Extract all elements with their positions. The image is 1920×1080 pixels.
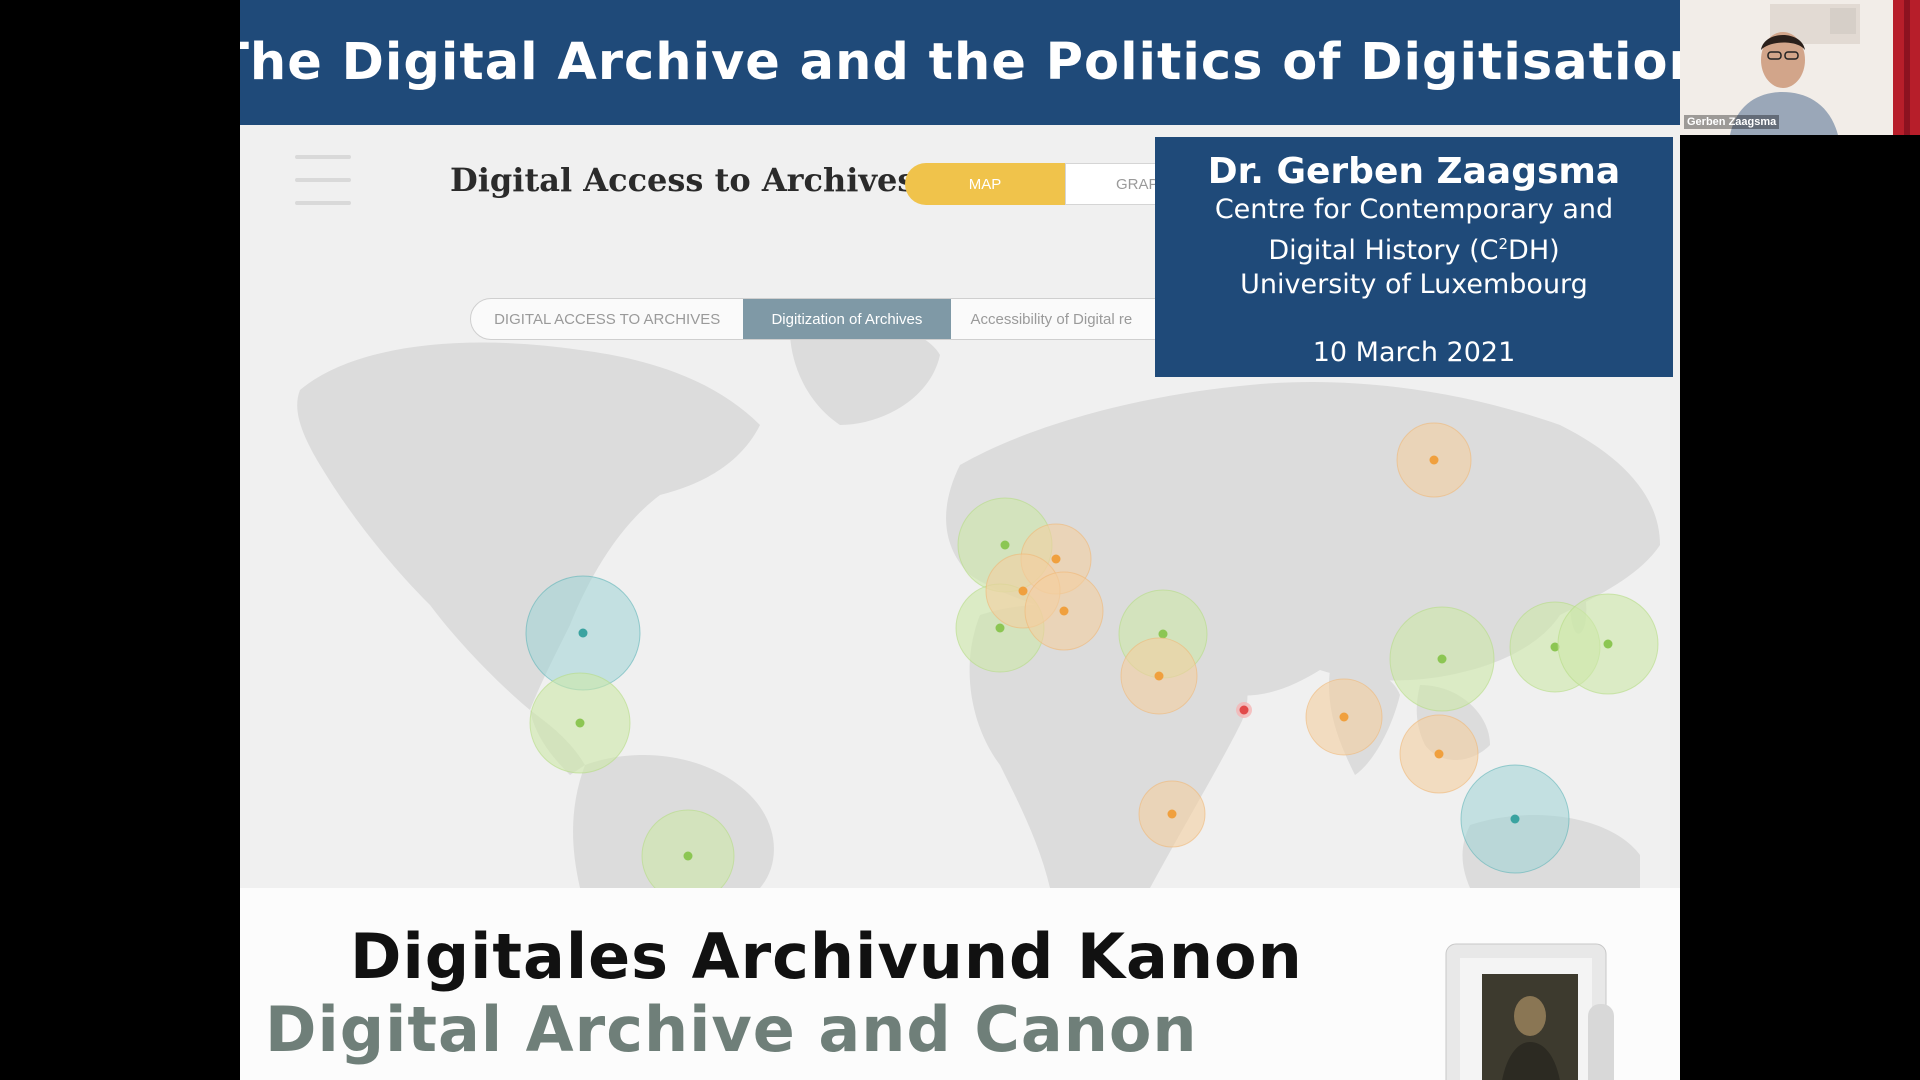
participant-name: Gerben Zaagsma bbox=[1684, 115, 1780, 129]
map-marker[interactable] bbox=[1024, 571, 1104, 651]
slide-title: The Digital Archive and the Politics of … bbox=[240, 33, 1680, 92]
english-title: Digital Archive and Canon bbox=[265, 993, 1198, 1066]
world-map-landmasses bbox=[297, 323, 1660, 888]
speaker-name: Dr. Gerben Zaagsma bbox=[1207, 151, 1621, 192]
map-view-button[interactable]: MAP bbox=[905, 163, 1065, 205]
map-marker[interactable] bbox=[1396, 422, 1472, 498]
german-title: Digitales Archivund Kanon bbox=[350, 920, 1303, 993]
map-marker-layer bbox=[525, 422, 1659, 888]
affiliation-text: Digital History (C bbox=[1268, 235, 1499, 266]
speaker-affiliation-line1: Centre for Contemporary and bbox=[1214, 194, 1614, 225]
map-marker[interactable] bbox=[1389, 606, 1495, 712]
tab-digitization-of-archives[interactable]: Digitization of Archives bbox=[743, 299, 951, 339]
map-marker[interactable] bbox=[1557, 593, 1659, 695]
map-marker[interactable] bbox=[641, 809, 735, 888]
menu-icon[interactable] bbox=[295, 155, 351, 213]
speaker-university: University of Luxembourg bbox=[1240, 269, 1588, 300]
slide-title-banner: The Digital Archive and the Politics of … bbox=[240, 0, 1680, 125]
map-marker[interactable] bbox=[1236, 702, 1252, 718]
affiliation-superscript: 2 bbox=[1498, 235, 1509, 253]
tab-accessibility-of-digital[interactable]: Accessibility of Digital re bbox=[970, 310, 1133, 328]
filter-tabs: DIGITAL ACCESS TO ARCHIVES Digitization … bbox=[470, 298, 1202, 340]
greenland-land bbox=[790, 323, 940, 425]
map-marker[interactable] bbox=[529, 672, 631, 774]
webcam-feed bbox=[1680, 0, 1920, 135]
map-marker[interactable] bbox=[1399, 714, 1479, 794]
presentation-slide: The Digital Archive and the Politics of … bbox=[240, 0, 1680, 1080]
speaker-affiliation-line2: Digital History (C2DH) bbox=[1155, 227, 1673, 268]
website-title: Digital Access to Archives bbox=[450, 161, 916, 199]
next-slide-preview: Digitales Archivund Kanon Digital Archiv… bbox=[240, 888, 1680, 1080]
map-marker[interactable] bbox=[1138, 780, 1206, 848]
world-map bbox=[297, 323, 1660, 888]
tab-digital-access-to-archives[interactable]: DIGITAL ACCESS TO ARCHIVES bbox=[494, 310, 721, 328]
talk-date: 10 March 2021 bbox=[1312, 337, 1516, 368]
north-america-land bbox=[297, 342, 760, 710]
map-marker[interactable] bbox=[1460, 764, 1570, 874]
map-marker[interactable] bbox=[1120, 637, 1198, 715]
tablet-mona-lisa-image bbox=[1445, 943, 1614, 1080]
map-marker[interactable] bbox=[1305, 678, 1383, 756]
affiliation-text-end: DH) bbox=[1508, 235, 1560, 266]
speaker-info-box: Dr. Gerben Zaagsma Centre for Contempora… bbox=[1155, 137, 1673, 377]
webcam-video-tile[interactable]: Gerben Zaagsma bbox=[1680, 0, 1920, 135]
